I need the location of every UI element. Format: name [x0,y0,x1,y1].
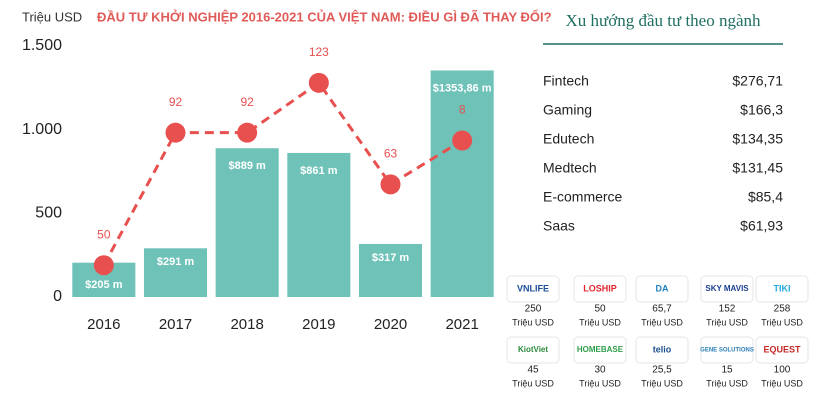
deal-label: 50 [97,227,111,241]
company-logo: KiotViet [518,345,548,354]
deal-label: 92 [240,95,254,109]
value-label: $291 m [157,256,195,268]
deal-dot [237,122,258,143]
y-tick-label: 0 [53,288,62,305]
company-value: 25,5 [652,365,672,376]
x-tick-label: 2021 [445,316,478,333]
company-unit: Triệu USD [579,378,621,388]
logo-box [700,275,754,303]
logo-box [506,336,560,364]
company-value: 152 [719,304,736,315]
logo-box [573,336,627,364]
deal-label: 8 [459,103,466,117]
company-logo: TIKI [774,283,791,293]
deal-dot [165,122,186,143]
logo-box [700,336,754,364]
company-unit: Triệu USD [641,378,683,388]
sector-name: Fintech [543,73,589,89]
deal-dot [452,130,473,151]
value-label: $861 m [300,165,338,177]
value-label: $1353,86 m [433,82,492,94]
sector-name: Saas [543,218,575,234]
logo-box [755,336,809,364]
company-unit: Triệu USD [512,378,554,388]
sector-name: E-commerce [543,189,623,205]
company-logo: HOMEBASE [577,345,624,354]
y-axis-label: Triệu USD [22,9,82,24]
company-value: 50 [594,304,606,315]
y-tick-label: 500 [35,205,62,222]
sector-value: $61,93 [740,218,783,234]
company-unit: Triệu USD [579,317,621,327]
y-tick-label: 1.000 [22,121,62,138]
x-tick-label: 2016 [87,316,120,333]
sector-name: Medtech [543,160,597,176]
y-tick-label: 1.500 [22,37,62,54]
logo-box [635,336,689,364]
value-label: $205 m [85,279,123,291]
x-tick-label: 2018 [230,316,263,333]
bar [215,148,279,297]
sector-title: Xu hướng đầu tư theo ngành [565,11,761,30]
sector-value: $131,45 [732,160,783,176]
deal-dot [308,72,329,93]
chart-title: ĐẦU TƯ KHỞI NGHIỆP 2016-2021 CỦA VIỆT NA… [97,9,552,24]
company-value: 45 [527,365,539,376]
sector-value: $166,3 [740,102,783,118]
deal-dot [93,255,114,276]
sector-name: Edutech [543,131,594,147]
x-tick-label: 2020 [374,316,407,333]
company-logo: SKY MAVIS [705,284,749,293]
company-logo: GENE SOLUTIONS [700,348,754,354]
deal-line [102,80,463,266]
bar [287,152,351,297]
company-unit: Triệu USD [641,317,683,327]
value-label: $889 m [229,160,267,172]
value-label: $317 m [372,252,410,264]
deal-dot [380,174,401,195]
deal-label: 63 [384,147,398,161]
company-logo: DA [656,283,669,293]
x-tick-label: 2017 [159,316,192,333]
company-unit: Triệu USD [512,317,554,327]
company-unit: Triệu USD [706,317,748,327]
logo-box [755,275,809,303]
deal-label: 92 [169,95,183,109]
company-logo: telio [653,344,672,354]
company-unit: Triệu USD [706,378,748,388]
company-logo: VNLIFE [517,283,549,293]
company-value: 100 [774,365,791,376]
x-tick-label: 2019 [302,316,335,333]
company-unit: Triệu USD [761,378,803,388]
bar [358,243,423,297]
logo-box [635,275,689,303]
company-value: 258 [774,304,791,315]
bar [430,70,494,297]
company-unit: Triệu USD [761,317,803,327]
company-value: 65,7 [652,304,672,315]
company-value: 250 [525,304,542,315]
company-logo: LOSHIP [583,283,617,293]
sector-value: $134,35 [732,131,783,147]
sector-value: $276,71 [732,73,783,89]
company-value: 30 [594,365,606,376]
company-value: 15 [721,365,733,376]
logo-box [573,275,627,303]
deal-label: 123 [309,45,329,59]
sector-name: Gaming [543,102,592,118]
company-logo: EQUEST [763,344,801,354]
sector-value: $85,4 [748,189,783,205]
bar [143,248,208,297]
logo-box [506,275,560,303]
